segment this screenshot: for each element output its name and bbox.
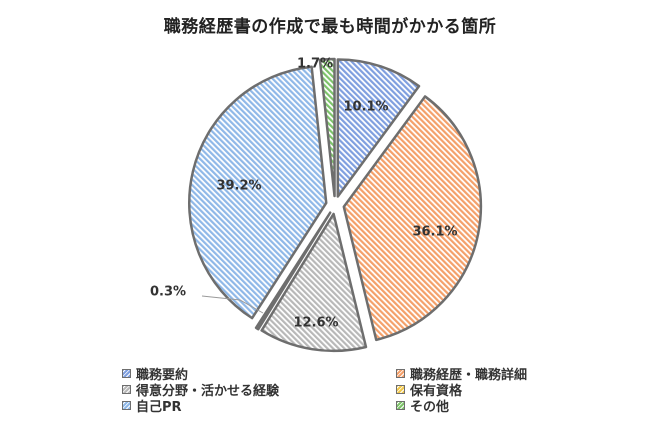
pie-slice bbox=[260, 212, 368, 353]
data-label: 39.2% bbox=[216, 179, 261, 194]
legend-label: 自己PR bbox=[136, 400, 182, 415]
pie-slice bbox=[318, 57, 336, 198]
legend-label: 得意分野・活かせる経験 bbox=[136, 384, 280, 399]
legend-swatch bbox=[396, 369, 405, 378]
data-label: 36.1% bbox=[412, 225, 457, 240]
legend-swatch bbox=[122, 385, 131, 394]
legend-item: 職務経歴・職務詳細 bbox=[396, 364, 527, 383]
legend-item: 保有資格 bbox=[396, 380, 462, 399]
legend-swatch bbox=[122, 369, 131, 378]
legend-label: 保有資格 bbox=[410, 384, 463, 399]
data-label: 12.6% bbox=[293, 316, 338, 331]
legend-swatch bbox=[122, 401, 131, 410]
pie-chart: 10.1% 36.1% 12.6% 0.3% 39.2% 1.7% bbox=[150, 57, 483, 353]
legend-item: その他 bbox=[396, 396, 449, 415]
pie-slice bbox=[336, 58, 421, 198]
legend-swatch bbox=[396, 401, 405, 410]
legend-label: 職務経歴・職務詳細 bbox=[410, 368, 528, 383]
legend-item: 自己PR bbox=[122, 396, 182, 415]
chart-title: 職務経歴書の作成で最も時間がかかる箇所 bbox=[163, 17, 497, 37]
legend-label: 職務要約 bbox=[136, 368, 189, 383]
legend-item: 得意分野・活かせる経験 bbox=[122, 380, 279, 399]
data-label: 0.3% bbox=[150, 285, 186, 300]
data-label: 10.1% bbox=[343, 100, 388, 115]
legend-swatch bbox=[396, 385, 405, 394]
data-label: 1.7% bbox=[297, 57, 333, 72]
label-leader-line bbox=[201, 295, 264, 314]
legend-item: 職務要約 bbox=[122, 364, 188, 383]
pie-slice bbox=[342, 95, 483, 342]
legend-label: その他 bbox=[410, 400, 450, 415]
pie-slice bbox=[188, 65, 328, 320]
pie-slice bbox=[254, 211, 332, 331]
